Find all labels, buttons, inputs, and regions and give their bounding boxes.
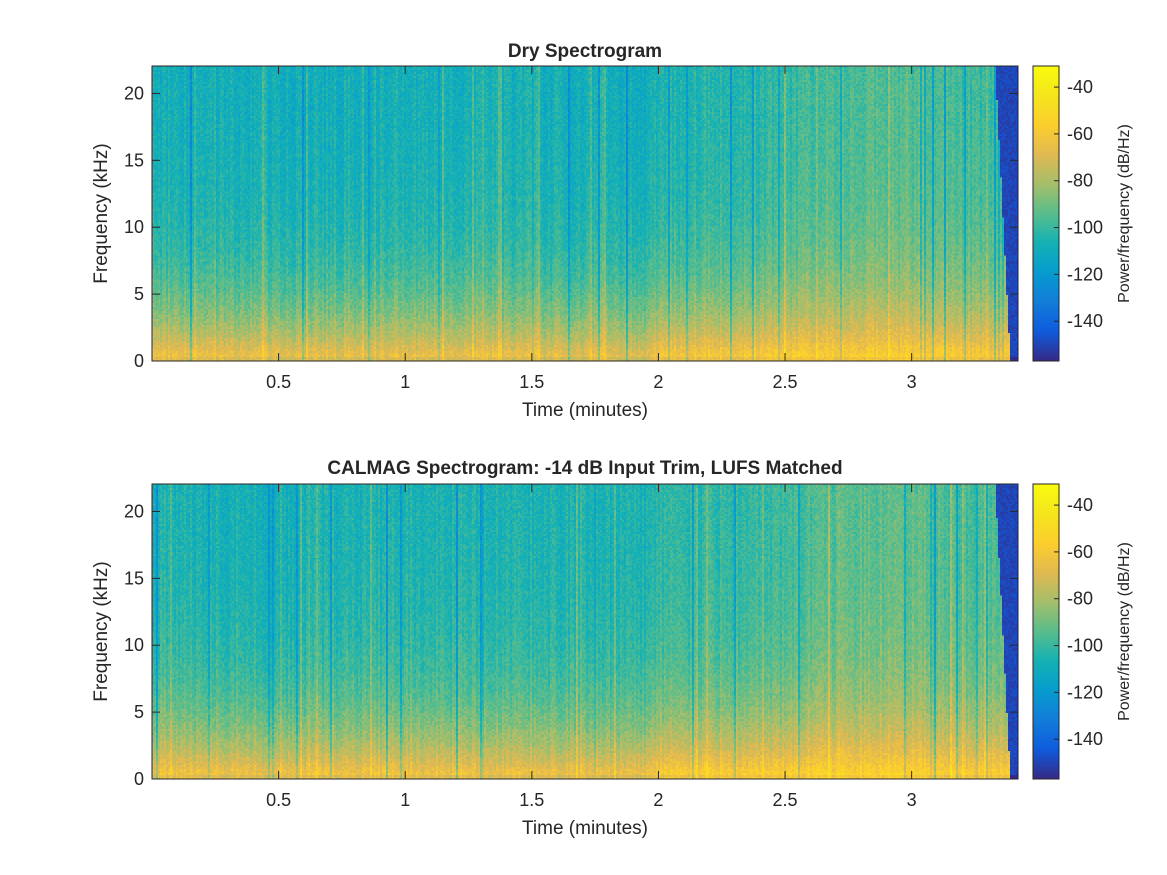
y-tick-label: 15 <box>124 150 144 170</box>
colorbar-label: Power/frequency (dB/Hz) <box>1116 542 1133 721</box>
y-tick-label: 20 <box>124 501 144 521</box>
colorbar-tick-label: -80 <box>1067 589 1093 609</box>
colorbar-tick-label: -60 <box>1067 124 1093 144</box>
x-tick-label: 3 <box>907 790 917 810</box>
colorbar-tick-label: -60 <box>1067 542 1093 562</box>
x-tick-label: 2.5 <box>773 372 798 392</box>
colorbar-frame <box>1032 65 1060 362</box>
x-tick-label: 1 <box>400 372 410 392</box>
spectrogram-image <box>152 484 1018 779</box>
y-axis-label: Frequency (kHz) <box>91 143 112 283</box>
colorbar-tick-label: -140 <box>1067 729 1103 749</box>
plot-frame <box>151 483 1019 780</box>
x-tick-label: 2 <box>653 790 663 810</box>
colorbar-tick-label: -40 <box>1067 495 1093 515</box>
colorbar-tick-label: -80 <box>1067 171 1093 191</box>
y-tick-label: 10 <box>124 635 144 655</box>
x-tick-label: 1 <box>400 790 410 810</box>
colorbar-tick-label: -140 <box>1067 311 1103 331</box>
colorbar-tick-label: -100 <box>1067 218 1103 238</box>
chart-title: Dry Spectrogram <box>508 41 662 62</box>
x-tick-label: 1.5 <box>519 372 544 392</box>
x-tick-label: 1.5 <box>519 790 544 810</box>
y-tick-label: 0 <box>134 769 144 789</box>
colorbar-tick-label: -120 <box>1067 264 1103 284</box>
x-tick-label: 2 <box>653 372 663 392</box>
x-tick-label: 3 <box>907 372 917 392</box>
chart-title: CALMAG Spectrogram: -14 dB Input Trim, L… <box>327 458 842 479</box>
y-tick-label: 10 <box>124 217 144 237</box>
spectrogram-panel-1: Dry Spectrogram 0.5 1 1.5 2 2.5 3 0 5 10 15 20 Time … <box>91 41 1133 421</box>
x-axis-label: Time (minutes) <box>522 400 648 421</box>
colorbar-frame <box>1032 483 1060 780</box>
y-tick-label: 5 <box>134 284 144 304</box>
x-axis-label: Time (minutes) <box>522 818 648 839</box>
x-tick-label: 2.5 <box>773 790 798 810</box>
colorbar-gradient <box>1033 484 1059 779</box>
y-tick-label: 20 <box>124 83 144 103</box>
plot-frame <box>151 65 1019 362</box>
x-tick-label: 0.5 <box>266 790 291 810</box>
colorbar-tick-label: -120 <box>1067 682 1103 702</box>
spectrogram-panel-2: CALMAG Spectrogram: -14 dB Input Trim, L… <box>91 458 1133 839</box>
y-tick-label: 15 <box>124 568 144 588</box>
y-tick-label: 5 <box>134 702 144 722</box>
colorbar-tick-label: -40 <box>1067 77 1093 97</box>
y-tick-label: 0 <box>134 351 144 371</box>
colorbar-gradient <box>1033 66 1059 361</box>
spectrogram-image <box>152 66 1018 361</box>
y-axis-label: Frequency (kHz) <box>91 561 112 701</box>
colorbar-label: Power/frequency (dB/Hz) <box>1116 124 1133 303</box>
x-tick-label: 0.5 <box>266 372 291 392</box>
colorbar-tick-label: -100 <box>1067 636 1103 656</box>
